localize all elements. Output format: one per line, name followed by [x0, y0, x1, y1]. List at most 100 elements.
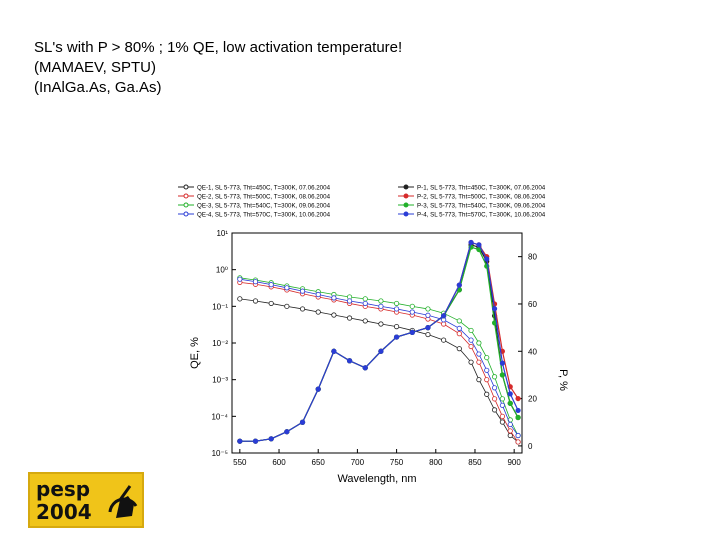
qe-point: [476, 359, 482, 365]
p-point: [456, 282, 462, 288]
qe-point: [491, 385, 498, 391]
qe-point: [237, 296, 243, 302]
p-point: [468, 239, 474, 246]
x-axis-ticks: 550 600 650 700 750 800 850 900: [233, 449, 521, 467]
right-y-axis-label: P, %: [557, 369, 569, 391]
legend-swatch-marker: [183, 184, 189, 190]
p-point: [515, 407, 521, 414]
p-point: [378, 348, 384, 354]
p-point: [476, 242, 482, 248]
left-y-axis-ticks: 10¹ 10⁰ 10⁻¹ 10⁻² 10⁻³ 10⁻⁴ 10⁻⁵: [211, 229, 236, 458]
qe-point: [299, 306, 306, 312]
p-point: [393, 334, 400, 340]
p-point: [507, 391, 513, 397]
p-point: [499, 360, 506, 366]
x-tick-label: 850: [468, 458, 482, 467]
legend-entry: P-2, SL 5-773, Tht=500C, T=300K, 08.06.2…: [417, 194, 546, 201]
x-axis-label: Wavelength, nm: [337, 473, 416, 485]
qe-point: [378, 303, 384, 309]
qe-point: [499, 413, 506, 419]
left-y-tick-label: 10⁻³: [212, 376, 228, 385]
legend-entry: P-4, SL 5-773, Tht=570C, T=300K, 10.06.2…: [417, 212, 546, 219]
qe-point: [456, 331, 462, 337]
p-point: [507, 400, 513, 406]
qe-point: [425, 306, 431, 312]
legend-swatch-marker: [183, 193, 189, 199]
p-point: [515, 414, 521, 421]
qe-point: [362, 296, 368, 302]
heading-line-1: SL's with P > 80% ; 1% QE, low activatio…: [34, 39, 403, 56]
qe-point: [484, 354, 490, 361]
legend-entry: QE-4, SL 5-773, Tht=570C, T=300K, 10.06.…: [197, 212, 331, 219]
right-y-tick-label: 40: [528, 347, 537, 356]
qe-point: [237, 276, 243, 282]
left-y-tick-label: 10⁰: [216, 266, 228, 275]
qe-point: [346, 298, 353, 304]
right-y-axis-ticks: 0 20 40 60 80: [518, 253, 537, 451]
qe-point: [468, 359, 474, 365]
qe-point: [315, 309, 321, 315]
legend-swatch-marker: [403, 211, 409, 217]
right-y-tick-label: 20: [528, 395, 537, 404]
qe-point: [331, 295, 337, 301]
legend-entry: QE-3, SL 5-773, Tht=540C, T=300K, 09.06.…: [197, 203, 331, 210]
qe-point: [284, 285, 290, 291]
legend-swatch-marker: [183, 211, 189, 217]
legend-entry: QE-2, SL 5-773, Tht=500C, T=300K, 08.06.…: [197, 194, 331, 201]
right-y-tick-label: 80: [528, 253, 537, 262]
pesp-2004-logo: pesp 2004: [28, 472, 144, 528]
slide-heading: SL's with P > 80% ; 1% QE, low activatio…: [34, 38, 402, 98]
qe-point: [499, 402, 506, 408]
legend-entry: QE-1, SL 5-773, Tht=450C, T=300K, 07.06.…: [197, 185, 331, 192]
p-series-line-3: [239, 246, 519, 442]
qe-series-line-4: [239, 278, 519, 436]
qe-point: [425, 312, 431, 318]
legend-swatch-marker: [183, 202, 189, 208]
p-point: [499, 372, 506, 378]
qe-polarization-chart: QE-1, SL 5-773, Tht=450C, T=300K, 07.06.…: [178, 184, 569, 485]
p-point: [425, 325, 431, 331]
p-point: [268, 436, 274, 442]
p-series-line-4: [239, 241, 519, 442]
left-y-tick-label: 10⁻⁵: [212, 449, 228, 458]
legend-swatch-marker: [403, 184, 409, 190]
qe-point: [378, 298, 384, 304]
right-y-tick-label: 60: [528, 300, 537, 309]
qe-point: [499, 396, 506, 402]
x-tick-label: 650: [312, 458, 326, 467]
qe-point: [268, 282, 274, 288]
qe-point: [346, 315, 353, 321]
qe-point: [515, 439, 521, 445]
p-point: [409, 329, 415, 335]
x-tick-label: 550: [233, 458, 247, 467]
qe-point: [393, 324, 400, 330]
left-y-tick-label: 10⁻¹: [212, 302, 228, 311]
qe-point: [476, 351, 482, 357]
qe-point: [507, 428, 513, 434]
x-tick-label: 700: [351, 458, 365, 467]
qe-point: [315, 291, 321, 298]
qe-point: [252, 298, 259, 304]
qe-series-group: [237, 275, 521, 445]
qe-point: [499, 419, 506, 425]
x-tick-label: 750: [390, 458, 404, 467]
heading-line-2: (MAMAEV, SPTU): [34, 59, 156, 76]
qe-point: [484, 367, 490, 373]
p-point: [441, 313, 447, 319]
qe-point: [484, 377, 490, 383]
gauge-hand-icon: [108, 485, 138, 518]
qe-point: [299, 288, 306, 294]
qe-point: [484, 391, 490, 397]
left-y-tick-label: 10⁻²: [212, 339, 228, 348]
qe-point: [456, 325, 462, 332]
p-point: [299, 419, 306, 425]
p-point: [515, 395, 521, 402]
qe-series-line-2: [239, 281, 519, 443]
qe-point: [362, 300, 368, 307]
qe-point: [456, 318, 462, 324]
qe-point: [441, 337, 447, 343]
qe-point: [515, 432, 521, 439]
x-tick-label: 600: [272, 458, 286, 467]
logo-line-1: pesp: [36, 477, 91, 501]
qe-point: [378, 321, 384, 327]
